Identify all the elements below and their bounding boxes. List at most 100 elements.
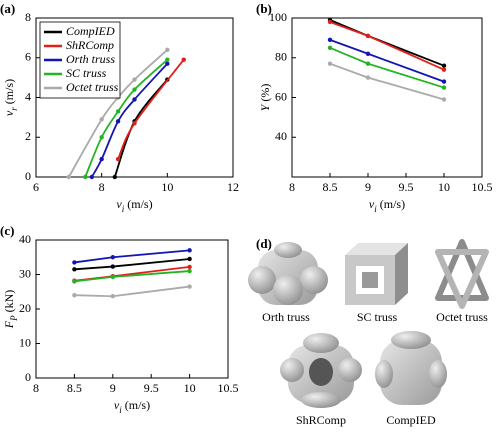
y-tick-label: 40 xyxy=(19,232,31,246)
legend-label: Octet truss xyxy=(66,80,119,94)
panel-label: (c) xyxy=(0,223,14,238)
data-point xyxy=(165,57,170,62)
data-point xyxy=(72,260,77,265)
panel-d: (d) xyxy=(248,236,489,427)
axis-unit: (kN) xyxy=(2,290,16,313)
y-tick-label: 2 xyxy=(25,129,31,143)
data-point xyxy=(115,119,121,124)
data-point xyxy=(365,51,371,56)
chart: (c) 8 8.5 9 9.5 10 10.5 0 10 20 30 40 vi (m/s) FP (kN) xyxy=(0,223,239,415)
axis-symbol: v xyxy=(114,398,120,412)
axis-unit: (%) xyxy=(258,84,272,102)
data-point xyxy=(72,293,77,298)
panel-label: (a) xyxy=(0,1,15,16)
data-point xyxy=(132,121,137,126)
caption: CompIED xyxy=(386,413,436,427)
data-point xyxy=(327,37,333,43)
x-tick-label: 10.5 xyxy=(472,180,493,194)
data-point xyxy=(99,135,104,140)
legend-label: Orth truss xyxy=(66,52,115,66)
series-line xyxy=(329,46,445,89)
caption: ShRComp xyxy=(296,413,346,427)
axis-subscript: i xyxy=(374,204,377,214)
caption: Orth truss xyxy=(262,310,310,324)
y-tick-label: 30 xyxy=(19,266,31,280)
x-tick-label: 9 xyxy=(365,180,371,194)
render-compied xyxy=(375,331,447,405)
axis-unit: (m/s) xyxy=(125,398,150,412)
x-tick-label: 8 xyxy=(99,180,105,194)
axis-symbol: v xyxy=(369,197,375,211)
data-point xyxy=(132,87,137,92)
axis-label: vi (m/s) xyxy=(369,197,405,214)
x-tick-label: 6 xyxy=(33,180,39,194)
data-point xyxy=(72,267,77,272)
y-tick-label: 20 xyxy=(19,301,31,315)
y-tick-label: 10 xyxy=(19,335,31,349)
x-tick-label: 9 xyxy=(110,381,116,395)
data-point xyxy=(165,47,170,52)
series-line xyxy=(329,19,445,67)
panel-label: (b) xyxy=(256,1,272,16)
data-point xyxy=(110,274,116,280)
data-point xyxy=(187,248,192,253)
x-tick-label: 10 xyxy=(438,180,450,194)
axis-symbol: F xyxy=(2,320,16,329)
data-point xyxy=(72,279,77,284)
axis-label: Y(%) xyxy=(258,84,272,112)
data-point xyxy=(115,156,121,162)
y-tick-label: 60 xyxy=(275,89,287,103)
data-point xyxy=(327,61,333,66)
data-point xyxy=(181,57,186,62)
data-point xyxy=(112,174,118,180)
x-tick-label: 10 xyxy=(184,381,196,395)
y-tick-label: 8 xyxy=(25,10,31,24)
axis-unit: (m/s) xyxy=(2,79,16,104)
data-point xyxy=(132,97,137,102)
data-point xyxy=(327,45,333,51)
plot-frame xyxy=(35,239,229,379)
axis-label: vi (m/s) xyxy=(116,197,152,214)
y-tick-label: 100 xyxy=(269,10,287,24)
data-point xyxy=(115,109,121,114)
series-line xyxy=(329,39,445,83)
caption: SC truss xyxy=(357,310,398,324)
axis-subscript: P xyxy=(9,315,19,322)
y-tick-label: 40 xyxy=(275,129,287,143)
plot-frame xyxy=(291,17,483,178)
x-tick-label: 8 xyxy=(33,381,39,395)
data-point xyxy=(165,61,170,66)
x-tick-label: 9.5 xyxy=(144,381,159,395)
data-point xyxy=(441,85,447,90)
data-point xyxy=(99,117,104,122)
data-point xyxy=(99,156,104,162)
x-tick-label: 12 xyxy=(227,180,239,194)
data-point xyxy=(187,256,192,262)
data-point xyxy=(365,61,371,66)
data-point xyxy=(83,174,88,180)
render-orth xyxy=(248,242,328,305)
x-tick-label: 10 xyxy=(161,180,173,194)
x-tick-label: 8.5 xyxy=(323,180,338,194)
axis-symbol: Y xyxy=(258,103,272,111)
chart: (b) 8 8.5 9 9.5 10 10.5 40 60 80 100 vi (m/s) Y(%) xyxy=(256,1,493,214)
data-point xyxy=(327,19,333,25)
y-tick-label: 6 xyxy=(25,50,31,64)
y-tick-label: 4 xyxy=(25,89,31,103)
legend-label: CompIED xyxy=(66,24,115,38)
render-octet xyxy=(435,239,489,309)
render-shrcomp xyxy=(280,333,362,408)
y-tick-label: 0 xyxy=(25,169,31,183)
y-tick-label: 80 xyxy=(275,50,287,64)
axis-label: vr (m/s) xyxy=(2,79,19,116)
axis-unit: (m/s) xyxy=(127,197,152,211)
data-point xyxy=(441,79,447,84)
data-point xyxy=(365,33,371,39)
data-point xyxy=(132,77,137,82)
data-point xyxy=(110,255,116,260)
x-tick-label: 9.5 xyxy=(399,180,414,194)
series-line xyxy=(74,270,190,283)
data-point xyxy=(187,264,192,270)
render-sc xyxy=(345,243,408,305)
